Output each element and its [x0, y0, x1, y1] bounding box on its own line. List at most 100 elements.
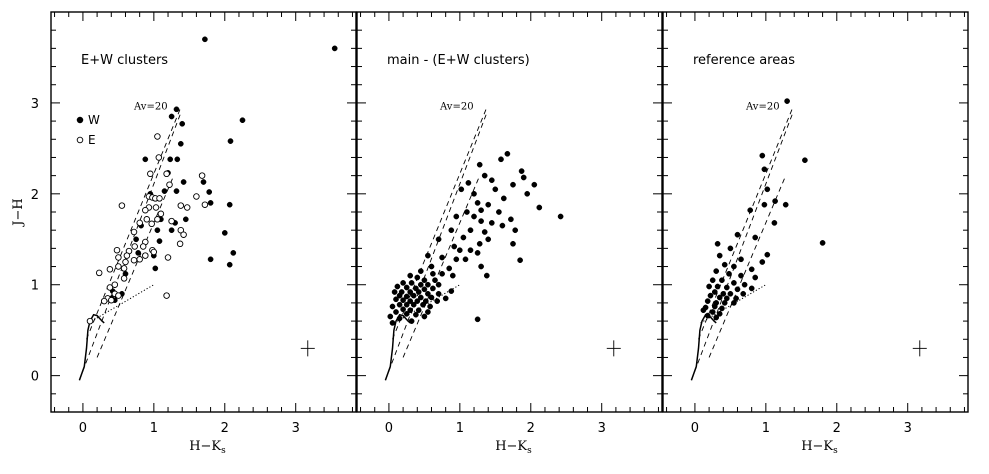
data-point-filled: [407, 307, 414, 314]
x-tick-label: 3: [904, 421, 912, 436]
data-point-filled: [407, 272, 414, 279]
reddening-label: Av=20: [133, 101, 168, 112]
data-point-filled: [772, 198, 778, 204]
data-point-filled: [709, 277, 716, 284]
data-point-filled: [434, 298, 441, 304]
data-point-filled: [761, 166, 768, 173]
x-tick-label: 0: [79, 421, 87, 436]
data-point-filled: [747, 207, 754, 214]
data-point-filled: [467, 247, 474, 254]
data-point-filled: [167, 156, 174, 163]
data-point-filled: [410, 292, 417, 299]
data-point-filled: [500, 195, 507, 202]
x-tick-label: 0: [691, 421, 699, 436]
data-point-filled: [417, 281, 424, 288]
data-point-filled: [202, 36, 208, 43]
data-point-open: [148, 220, 155, 228]
data-point-filled: [400, 306, 406, 313]
data-point-open: [198, 172, 206, 179]
data-point-filled: [508, 216, 514, 223]
data-point-filled: [135, 250, 142, 256]
data-point-filled: [389, 303, 396, 310]
y-tick-label: 1: [31, 279, 39, 294]
data-point-open: [157, 210, 165, 218]
data-point-filled: [716, 310, 723, 317]
data-point-filled: [531, 181, 538, 188]
data-point-open: [130, 256, 138, 264]
data-point-filled: [764, 251, 771, 258]
data-point-filled: [481, 172, 488, 179]
reddening-line: [392, 107, 488, 340]
data-point-filled: [156, 238, 163, 244]
data-point-filled: [200, 179, 207, 185]
data-point-filled: [173, 106, 180, 113]
data-point-open: [176, 240, 184, 248]
data-point-filled: [723, 284, 730, 291]
data-point-filled: [414, 298, 421, 304]
data-point-open: [95, 269, 103, 277]
data-point-filled: [448, 288, 455, 294]
data-point-open: [139, 243, 147, 250]
data-point-filled: [784, 98, 790, 104]
data-point-filled: [227, 138, 234, 144]
data-point-filled: [764, 186, 771, 193]
data-point-filled: [485, 236, 492, 243]
data-point-filled: [173, 188, 180, 194]
data-point-open: [150, 248, 158, 256]
data-point-filled: [520, 174, 527, 181]
y-tick-label: 0: [31, 370, 39, 385]
data-point-filled: [415, 307, 422, 314]
data-point-filled: [408, 318, 415, 324]
data-point-open: [120, 265, 128, 272]
data-point-filled: [510, 240, 516, 247]
data-point-filled: [439, 254, 445, 261]
data-point-filled: [731, 300, 737, 306]
data-point-filled: [478, 263, 484, 270]
data-point-open: [180, 231, 187, 238]
data-point-open: [163, 170, 170, 178]
data-point-filled: [734, 231, 741, 238]
data-point-filled: [442, 295, 449, 302]
data-point-open: [86, 317, 94, 325]
x-tick-label: 2: [527, 421, 535, 436]
data-point-open: [136, 256, 143, 263]
data-point-filled: [451, 243, 458, 250]
reddening-line: [96, 175, 175, 358]
data-point-filled: [435, 290, 442, 297]
x-tick-label: 2: [833, 421, 841, 436]
data-point-filled: [731, 280, 737, 286]
data-point-filled: [716, 294, 723, 301]
legend-marker: [76, 116, 84, 124]
data-point-open: [156, 195, 163, 202]
data-point-filled: [518, 168, 525, 174]
data-point-filled: [168, 227, 175, 234]
data-point-filled: [460, 234, 467, 241]
data-point-open: [130, 228, 138, 236]
data-point-filled: [142, 156, 149, 163]
data-point-filled: [474, 200, 481, 206]
data-point-filled: [504, 150, 511, 157]
data-point-filled: [396, 315, 403, 322]
x-tick-label: 1: [762, 421, 770, 436]
data-point-filled: [403, 310, 410, 317]
legend-label: W: [88, 113, 100, 127]
data-point-filled: [456, 247, 463, 254]
data-point-filled: [432, 277, 438, 284]
data-point-filled: [387, 313, 394, 320]
data-point-filled: [714, 240, 721, 247]
data-point-filled: [481, 229, 488, 235]
x-tick-label: 3: [292, 421, 300, 436]
data-point-filled: [430, 270, 436, 277]
data-point-filled: [403, 284, 410, 291]
data-point-filled: [771, 220, 778, 226]
data-point-filled: [182, 216, 189, 223]
panel-title: E+W clusters: [81, 53, 168, 68]
data-point-filled: [180, 179, 187, 185]
panel-2: 0 1 2 3 H−Ks main - (E+W clusters) Av=20: [356, 11, 663, 456]
data-point-filled: [704, 298, 711, 304]
data-point-filled: [458, 186, 465, 193]
data-point-filled: [704, 312, 711, 319]
reddening-line: [698, 107, 794, 340]
data-point-filled: [726, 270, 732, 277]
